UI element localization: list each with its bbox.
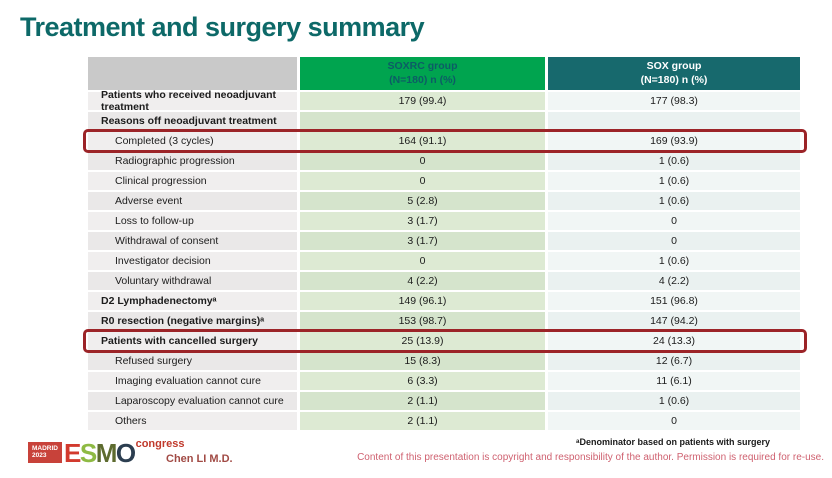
row-label: Imaging evaluation cannot cure	[88, 372, 300, 392]
table-footnote: ᵃDenominator based on patients with surg…	[576, 437, 770, 447]
row-label: Adverse event	[88, 192, 300, 212]
sox-value: 151 (96.8)	[548, 292, 800, 312]
row-label: Clinical progression	[88, 172, 300, 192]
table-row: Imaging evaluation cannot cure 6 (3.3) 1…	[88, 372, 800, 392]
table-row: Adverse event 5 (2.8) 1 (0.6)	[88, 192, 800, 212]
table-row: Loss to follow-up 3 (1.7) 0	[88, 212, 800, 232]
esmo-letter-e: E	[64, 438, 81, 468]
esmo-wordmark: ESMO	[64, 438, 136, 468]
soxrc-value: 25 (13.9)	[300, 332, 548, 352]
soxrc-value: 6 (3.3)	[300, 372, 548, 392]
sox-value: 147 (94.2)	[548, 312, 800, 332]
row-label: Refused surgery	[88, 352, 300, 372]
soxrc-value: 0	[300, 252, 548, 272]
row-label: Patients with cancelled surgery	[88, 332, 300, 352]
table-row: R0 resection (negative margins)ᵃ 153 (98…	[88, 312, 800, 332]
soxrc-value	[300, 112, 548, 132]
table-header-row: SOXRC group (N=180) n (%) SOX group (N=1…	[88, 57, 800, 90]
soxrc-value: 164 (91.1)	[300, 132, 548, 152]
soxrc-value: 0	[300, 152, 548, 172]
soxrc-value: 179 (99.4)	[300, 92, 548, 112]
header-soxrc-group: SOXRC group (N=180) n (%)	[300, 57, 548, 90]
sox-value: 4 (2.2)	[548, 272, 800, 292]
table-row: D2 Lymphadenectomyᵃ 149 (96.1) 151 (96.8…	[88, 292, 800, 312]
sox-value: 12 (6.7)	[548, 352, 800, 372]
soxrc-value: 0	[300, 172, 548, 192]
esmo-letter-s: S	[79, 438, 97, 468]
slide-title: Treatment and surgery summary	[20, 12, 425, 42]
table-row: Investigator decision 0 1 (0.6)	[88, 252, 800, 272]
esmo-letter-m: M	[95, 438, 118, 468]
table-row: Patients who received neoadjuvant treatm…	[88, 89, 800, 113]
table-row-highlighted: Completed (3 cycles) 164 (91.1) 169 (93.…	[83, 129, 807, 153]
presenter-name: Chen LI M.D.	[166, 453, 233, 465]
sox-value: 177 (98.3)	[548, 92, 800, 112]
soxrc-value: 2 (1.1)	[300, 392, 548, 412]
sox-group-subtitle: (N=180) n (%)	[640, 73, 708, 86]
row-label: Withdrawal of consent	[88, 232, 300, 252]
copyright-notice: Content of this presentation is copyrigh…	[357, 452, 824, 463]
table-row: Reasons off neoadjuvant treatment	[88, 112, 800, 132]
table-row-highlighted: Patients with cancelled surgery 25 (13.9…	[83, 329, 807, 353]
row-label: Completed (3 cycles)	[88, 132, 300, 152]
soxrc-value: 149 (96.1)	[300, 292, 548, 312]
row-label: Loss to follow-up	[88, 212, 300, 232]
row-label: Voluntary withdrawal	[88, 272, 300, 292]
soxrc-value: 3 (1.7)	[300, 212, 548, 232]
table-row: Clinical progression 0 1 (0.6)	[88, 172, 800, 192]
row-label: D2 Lymphadenectomyᵃ	[88, 292, 300, 312]
table-row: Voluntary withdrawal 4 (2.2) 4 (2.2)	[88, 272, 800, 292]
soxrc-value: 15 (8.3)	[300, 352, 548, 372]
sox-value: 0	[548, 232, 800, 252]
congress-label: congress	[135, 438, 185, 450]
row-label: Investigator decision	[88, 252, 300, 272]
logo-city: MADRID	[32, 445, 58, 452]
table-row: Withdrawal of consent 3 (1.7) 0	[88, 232, 800, 252]
row-label: Reasons off neoadjuvant treatment	[88, 112, 300, 132]
row-label: Others	[88, 412, 300, 432]
sox-value: 1 (0.6)	[548, 192, 800, 212]
summary-table: SOXRC group (N=180) n (%) SOX group (N=1…	[83, 57, 807, 432]
soxrc-value: 153 (98.7)	[300, 312, 548, 332]
row-label: R0 resection (negative margins)ᵃ	[88, 312, 300, 332]
sox-value: 11 (6.1)	[548, 372, 800, 392]
sox-value: 0	[548, 412, 800, 432]
soxrc-value: 5 (2.8)	[300, 192, 548, 212]
sox-value: 0	[548, 212, 800, 232]
sox-value	[548, 112, 800, 132]
soxrc-value: 4 (2.2)	[300, 272, 548, 292]
table-row: Laparoscopy evaluation cannot cure 2 (1.…	[88, 392, 800, 412]
soxrc-group-subtitle: (N=180) n (%)	[389, 73, 456, 86]
sox-value: 1 (0.6)	[548, 152, 800, 172]
table-row: Radiographic progression 0 1 (0.6)	[88, 152, 800, 172]
table-row: Others 2 (1.1) 0	[88, 412, 800, 432]
table-row: Refused surgery 15 (8.3) 12 (6.7)	[88, 352, 800, 372]
madrid-2023-badge: MADRID 2023	[28, 442, 62, 463]
esmo-congress-logo: MADRID 2023 ESMO congress	[28, 438, 185, 466]
soxrc-group-title: SOXRC group	[387, 59, 458, 72]
header-sox-group: SOX group (N=180) n (%)	[548, 57, 800, 90]
sox-value: 1 (0.6)	[548, 172, 800, 192]
esmo-letter-o: O	[115, 438, 136, 468]
sox-group-title: SOX group	[646, 59, 702, 72]
row-label: Laparoscopy evaluation cannot cure	[88, 392, 300, 412]
header-empty-cell	[88, 57, 300, 90]
soxrc-value: 2 (1.1)	[300, 412, 548, 432]
sox-value: 24 (13.3)	[548, 332, 800, 352]
sox-value: 1 (0.6)	[548, 252, 800, 272]
soxrc-value: 3 (1.7)	[300, 232, 548, 252]
sox-value: 1 (0.6)	[548, 392, 800, 412]
logo-year: 2023	[32, 452, 47, 460]
row-label: Patients who received neoadjuvant treatm…	[88, 89, 300, 113]
row-label: Radiographic progression	[88, 152, 300, 172]
sox-value: 169 (93.9)	[548, 132, 800, 152]
